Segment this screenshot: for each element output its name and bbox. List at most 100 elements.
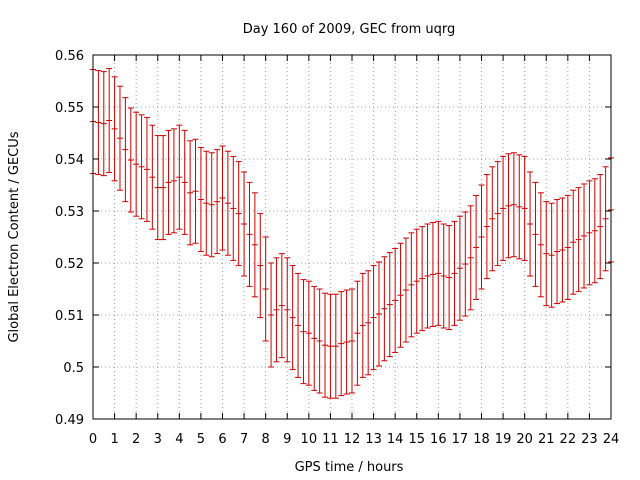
data-point: [278, 253, 285, 359]
axis-ticks: 0 1 2 3 4 5 6 7 8 9 10 11 12 13 14 15 16 17 18 19 20 21 22 23 24…: [55, 49, 619, 447]
data-point: [554, 199, 561, 305]
data-point: [510, 152, 517, 258]
data-point: [160, 135, 167, 241]
data-point: [251, 192, 258, 298]
data-point: [375, 261, 382, 367]
data-point: [322, 292, 329, 398]
data-point: [224, 150, 231, 256]
data-point: [138, 114, 145, 220]
data-point: [359, 272, 366, 378]
data-point: [343, 289, 350, 395]
x-tick-label: 23: [581, 432, 598, 447]
data-point: [532, 181, 539, 287]
y-axis-label: Global Electron Content / GECUs: [7, 131, 22, 342]
data-point: [483, 174, 490, 280]
y-tick-label: 0.5: [63, 361, 84, 376]
x-tick-label: 6: [218, 432, 226, 447]
data-point: [187, 140, 194, 246]
x-tick-label: 0: [89, 432, 97, 447]
data-point: [446, 225, 453, 331]
data-point: [575, 187, 582, 293]
data-point: [570, 189, 577, 295]
data-point: [214, 149, 221, 255]
data-point: [527, 171, 534, 277]
data-point: [500, 155, 507, 261]
data-point: [127, 107, 134, 213]
data-point: [521, 155, 528, 261]
data-point: [537, 192, 544, 298]
data-point: [203, 150, 210, 256]
x-tick-label: 11: [322, 432, 339, 447]
x-tick-label: 8: [262, 432, 270, 447]
data-point: [241, 171, 248, 277]
data-point: [246, 181, 253, 287]
data-point: [262, 236, 269, 342]
data-point: [489, 166, 496, 272]
data-point: [435, 220, 442, 326]
y-tick-label: 0.51: [55, 309, 84, 324]
y-tick-label: 0.56: [55, 49, 84, 64]
data-point: [386, 252, 393, 358]
data-point: [327, 293, 334, 399]
data-point: [116, 85, 123, 191]
data-point: [316, 288, 323, 394]
data-point: [451, 220, 458, 326]
data-point: [208, 152, 215, 258]
data-point: [133, 111, 140, 217]
y-tick-label: 0.53: [55, 205, 84, 220]
data-point: [408, 232, 415, 338]
data-point: [424, 223, 431, 329]
data-point: [354, 280, 361, 386]
x-tick-label: 14: [387, 432, 404, 447]
data-point: [591, 178, 598, 284]
data-point: [192, 138, 199, 244]
x-tick-label: 10: [301, 432, 318, 447]
data-point: [197, 147, 204, 253]
data-point: [467, 205, 474, 311]
data-point: [548, 202, 555, 308]
x-tick-label: 15: [408, 432, 425, 447]
data-point: [543, 201, 550, 307]
data-point: [284, 257, 291, 363]
data-point: [462, 211, 469, 317]
x-tick-label: 19: [495, 432, 512, 447]
data-point: [392, 247, 399, 353]
data-point: [95, 70, 102, 176]
data-point: [332, 293, 339, 399]
data-point: [349, 288, 355, 394]
x-tick-label: 5: [197, 432, 205, 447]
y-tick-label: 0.52: [55, 257, 84, 272]
data-point: [181, 129, 188, 235]
data-point: [149, 124, 156, 230]
data-point: [219, 145, 226, 251]
data-point: [370, 265, 377, 371]
data-point: [505, 153, 512, 259]
grid-lines: [93, 55, 611, 419]
data-point: [397, 242, 404, 348]
data-point: [440, 223, 447, 329]
x-tick-label: 18: [473, 432, 490, 447]
data-point: [381, 256, 388, 362]
x-tick-label: 3: [154, 432, 162, 447]
data-point: [602, 166, 609, 272]
data-point: [170, 128, 177, 234]
data-point: [100, 71, 107, 177]
data-point: [122, 97, 129, 203]
data-point: [111, 76, 118, 182]
data-point: [176, 124, 183, 230]
x-tick-label: 21: [538, 432, 555, 447]
x-tick-label: 2: [132, 432, 140, 447]
data-series: [90, 68, 614, 399]
x-axis-label: GPS time / hours: [295, 460, 404, 475]
data-point: [295, 272, 302, 378]
y-tick-label: 0.54: [55, 153, 84, 168]
data-point: [413, 228, 420, 334]
data-point: [494, 161, 501, 267]
data-point: [289, 265, 296, 371]
x-tick-label: 9: [283, 432, 291, 447]
x-tick-label: 17: [452, 432, 469, 447]
data-point: [154, 135, 161, 241]
data-point: [143, 116, 150, 222]
